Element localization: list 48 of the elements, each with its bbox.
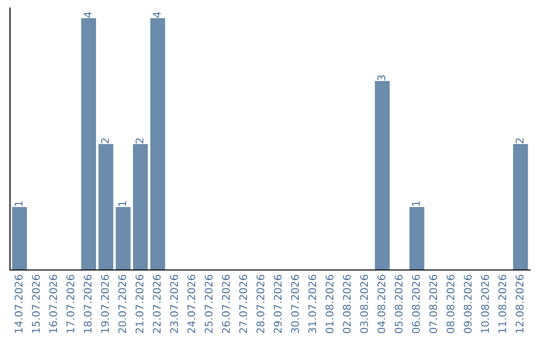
bar bbox=[374, 81, 390, 270]
bar bbox=[513, 144, 528, 270]
bar bbox=[98, 144, 114, 270]
x-tick-label: 10.08.2026 bbox=[481, 274, 489, 333]
bar bbox=[81, 18, 96, 270]
x-tick-label: 19.07.2026 bbox=[101, 274, 109, 333]
data-label: 2 bbox=[516, 138, 524, 144]
x-tick-label: 12.08.2026 bbox=[516, 274, 524, 333]
x-tick-label: 17.07.2026 bbox=[66, 274, 74, 333]
x-tick-label: 14.07.2026 bbox=[14, 274, 23, 333]
x-tick-label: 08.08.2026 bbox=[446, 274, 454, 334]
x-tick-label: 25.07.2026 bbox=[204, 274, 213, 334]
data-label: 4 bbox=[84, 12, 92, 18]
x-tick-label: 01.08.2026 bbox=[326, 274, 334, 334]
bar bbox=[133, 144, 148, 270]
data-label: 4 bbox=[152, 12, 161, 18]
x-tick-label: 22.07.2026 bbox=[152, 274, 161, 334]
x-tick-label: 09.08.2026 bbox=[464, 274, 472, 334]
x-tick-label: 24.07.2026 bbox=[187, 274, 196, 334]
x-tick-label: 21.07.2026 bbox=[136, 274, 144, 334]
bar bbox=[116, 207, 131, 270]
x-tick-label: 29.07.2026 bbox=[274, 274, 282, 334]
x-tick-label: 31.07.2026 bbox=[308, 274, 316, 334]
x-tick-label: 23.07.2026 bbox=[170, 274, 178, 334]
x-tick-label: 30.07.2026 bbox=[291, 274, 299, 334]
x-tick-label: 16.07.2026 bbox=[49, 274, 58, 333]
x-tick-label: 11.08.2026 bbox=[498, 274, 506, 333]
bar bbox=[409, 207, 424, 270]
x-tick-label: 27.07.2026 bbox=[239, 274, 248, 334]
x-tick-label: 20.07.2026 bbox=[118, 274, 126, 334]
bar bbox=[12, 207, 27, 270]
x-tick-label: 05.08.2026 bbox=[394, 274, 403, 334]
x-tick-label: 26.07.2026 bbox=[222, 274, 230, 334]
x-tick-label: 03.08.2026 bbox=[360, 274, 368, 334]
x-tick-label: 28.07.2026 bbox=[256, 274, 264, 334]
x-tick-label: 06.08.2026 bbox=[412, 274, 420, 334]
x-tick-label: 07.08.2026 bbox=[429, 274, 438, 334]
data-label: 1 bbox=[412, 201, 420, 206]
x-tick-label: 04.08.2026 bbox=[377, 274, 386, 334]
data-label: 2 bbox=[136, 138, 144, 144]
bar bbox=[150, 18, 166, 270]
data-label: 1 bbox=[14, 201, 22, 206]
x-tick-label: 15.07.2026 bbox=[32, 274, 40, 333]
data-label: 2 bbox=[101, 138, 109, 144]
x-tick-label: 18.07.2026 bbox=[84, 274, 92, 333]
data-label: 1 bbox=[118, 201, 126, 206]
data-label: 3 bbox=[377, 75, 386, 80]
x-tick-label: 02.08.2026 bbox=[342, 274, 351, 334]
